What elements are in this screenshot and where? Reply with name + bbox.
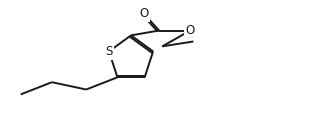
Text: O: O (139, 7, 148, 20)
Text: S: S (105, 45, 113, 58)
Text: O: O (186, 24, 195, 37)
